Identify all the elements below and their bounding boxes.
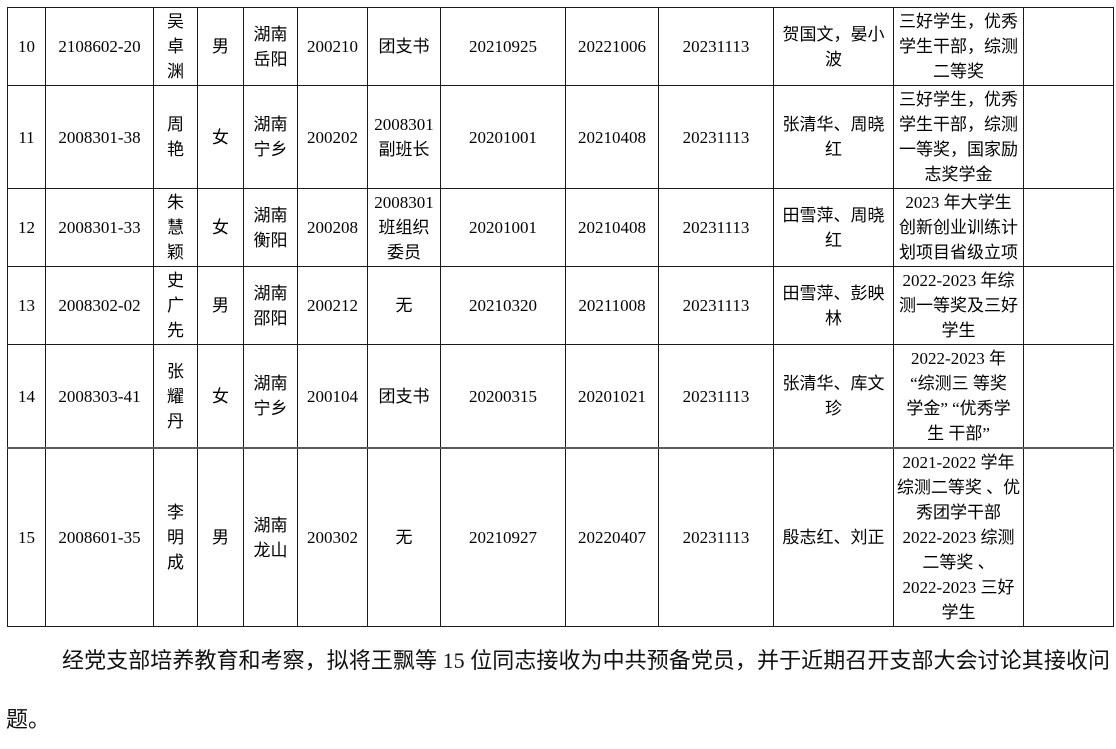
table-cell: 20210408 xyxy=(565,85,659,189)
table-row: 13 2008302-02 史 广 先男湖南 邵阳 200212 无 20210320 20… xyxy=(7,266,1114,345)
table-cell: 200302 xyxy=(297,447,368,627)
table-cell: 湖南 宁乡 xyxy=(243,344,298,449)
table-cell: 团支书 xyxy=(367,344,441,449)
table-cell: 2008601-35 xyxy=(45,447,154,627)
table-cell xyxy=(1023,7,1114,86)
table-cell: 2108602-20 xyxy=(45,7,154,86)
table-cell: 张清华、周晓 红 xyxy=(773,85,894,189)
table-cell: 20231113 xyxy=(658,447,774,627)
table-cell: 2022-2023 年 “综测三 等奖 学金” “优秀学 生 干部” xyxy=(893,344,1024,449)
membership-roster-table: 10 2108602-20 吴 卓 渊男湖南 岳阳 200210 团支书 20210925… xyxy=(7,7,1114,627)
table-cell: 11 xyxy=(7,85,46,189)
table-cell: 湖南 衡阳 xyxy=(243,188,298,267)
table-row: 12 2008301-33 朱 慧 颖女湖南 衡阳 200208 2008301 班组织… xyxy=(7,188,1114,267)
table-cell: 男 xyxy=(197,447,244,627)
table-cell: 2008301 班组织 委员 xyxy=(367,188,441,267)
table-cell xyxy=(1023,188,1114,267)
table-cell: 15 xyxy=(7,447,46,627)
document-page: 10 2108602-20 吴 卓 渊男湖南 岳阳 200210 团支书 20210925… xyxy=(6,7,1114,732)
table-cell: 20201001 xyxy=(440,85,566,189)
table-cell: 200208 xyxy=(297,188,368,267)
table-cell: 湖南 龙山 xyxy=(243,447,298,627)
table-row: 15 2008601-35 李 明 成男湖南 龙山 200302 无 20210927 20… xyxy=(7,447,1114,627)
table-cell: 2008301 副班长 xyxy=(367,85,441,189)
table-cell: 20201021 xyxy=(565,344,659,449)
table-cell: 朱 慧 颖 xyxy=(153,188,198,267)
table-cell: 20210925 xyxy=(440,7,566,86)
table-cell: 200104 xyxy=(297,344,368,449)
table-cell: 20210408 xyxy=(565,188,659,267)
table-cell: 男 xyxy=(197,7,244,86)
table-cell: 三好学生，优秀 学生干部，综测 一等奖，国家励 志奖学金 xyxy=(893,85,1024,189)
table-cell: 2008302-02 xyxy=(45,266,154,345)
table-cell: 20211008 xyxy=(565,266,659,345)
table-cell: 20210927 xyxy=(440,447,566,627)
table-cell: 200202 xyxy=(297,85,368,189)
table-cell: 20231113 xyxy=(658,266,774,345)
table-cell: 10 xyxy=(7,7,46,86)
table-cell: 20231113 xyxy=(658,188,774,267)
table-cell: 20221006 xyxy=(565,7,659,86)
table-cell: 周 艳 xyxy=(153,85,198,189)
table-cell: 13 xyxy=(7,266,46,345)
table-cell xyxy=(1023,344,1114,449)
table-cell: 20231113 xyxy=(658,85,774,189)
table-cell xyxy=(1023,85,1114,189)
table-cell: 殷志红、刘正 xyxy=(773,447,894,627)
table-cell: 200212 xyxy=(297,266,368,345)
table-cell: 无 xyxy=(367,447,441,627)
table-cell: 无 xyxy=(367,266,441,345)
table-cell: 吴 卓 渊 xyxy=(153,7,198,86)
table-cell: 女 xyxy=(197,85,244,189)
table-cell: 李 明 成 xyxy=(153,447,198,627)
table-cell: 20220407 xyxy=(565,447,659,627)
table-cell: 湖南 宁乡 xyxy=(243,85,298,189)
table-cell: 三好学生，优秀 学生干部，综测 二等奖 xyxy=(893,7,1024,86)
table-cell: 2022-2023 年综 测一等奖及三好 学生 xyxy=(893,266,1024,345)
table-cell: 田雪萍、彭映 林 xyxy=(773,266,894,345)
roster-table-body: 10 2108602-20 吴 卓 渊男湖南 岳阳 200210 团支书 20210925… xyxy=(7,7,1114,627)
table-cell: 200210 xyxy=(297,7,368,86)
table-cell: 2008303-41 xyxy=(45,344,154,449)
table-cell: 12 xyxy=(7,188,46,267)
table-cell: 张清华、库文 珍 xyxy=(773,344,894,449)
table-cell: 团支书 xyxy=(367,7,441,86)
table-cell: 2023 年大学生 创新创业训练计 划项目省级立项 xyxy=(893,188,1024,267)
table-cell: 2008301-33 xyxy=(45,188,154,267)
table-cell: 20210320 xyxy=(440,266,566,345)
table-cell: 男 xyxy=(197,266,244,345)
table-cell: 2008301-38 xyxy=(45,85,154,189)
table-row: 14 2008303-41 张 耀 丹女湖南 宁乡 200104 团支书 20200315… xyxy=(7,344,1114,449)
table-cell: 20201001 xyxy=(440,188,566,267)
table-cell: 张 耀 丹 xyxy=(153,344,198,449)
table-row: 11 2008301-38 周 艳女湖南 宁乡 200202 2008301 副班长 20… xyxy=(7,85,1114,189)
table-cell xyxy=(1023,266,1114,345)
closing-statement-paragraph: 经党支部培养教育和考察，拟将王飘等 15 位同志接收为中共预备党员，并于近期召开… xyxy=(6,648,1110,732)
table-cell: 女 xyxy=(197,188,244,267)
table-cell: 20231113 xyxy=(658,7,774,86)
table-cell: 贺国文，晏小 波 xyxy=(773,7,894,86)
table-cell: 2021-2022 学年 综测二等奖 、优 秀团学干部 2022-2023 综测… xyxy=(893,447,1024,627)
table-cell: 田雪萍、周晓 红 xyxy=(773,188,894,267)
table-cell: 女 xyxy=(197,344,244,449)
table-cell: 20200315 xyxy=(440,344,566,449)
table-row: 10 2108602-20 吴 卓 渊男湖南 岳阳 200210 团支书 20210925… xyxy=(7,7,1114,86)
table-cell: 史 广 先 xyxy=(153,266,198,345)
table-cell xyxy=(1023,447,1114,627)
table-cell: 湖南 邵阳 xyxy=(243,266,298,345)
table-cell: 14 xyxy=(7,344,46,449)
table-cell: 湖南 岳阳 xyxy=(243,7,298,86)
table-cell: 20231113 xyxy=(658,344,774,449)
